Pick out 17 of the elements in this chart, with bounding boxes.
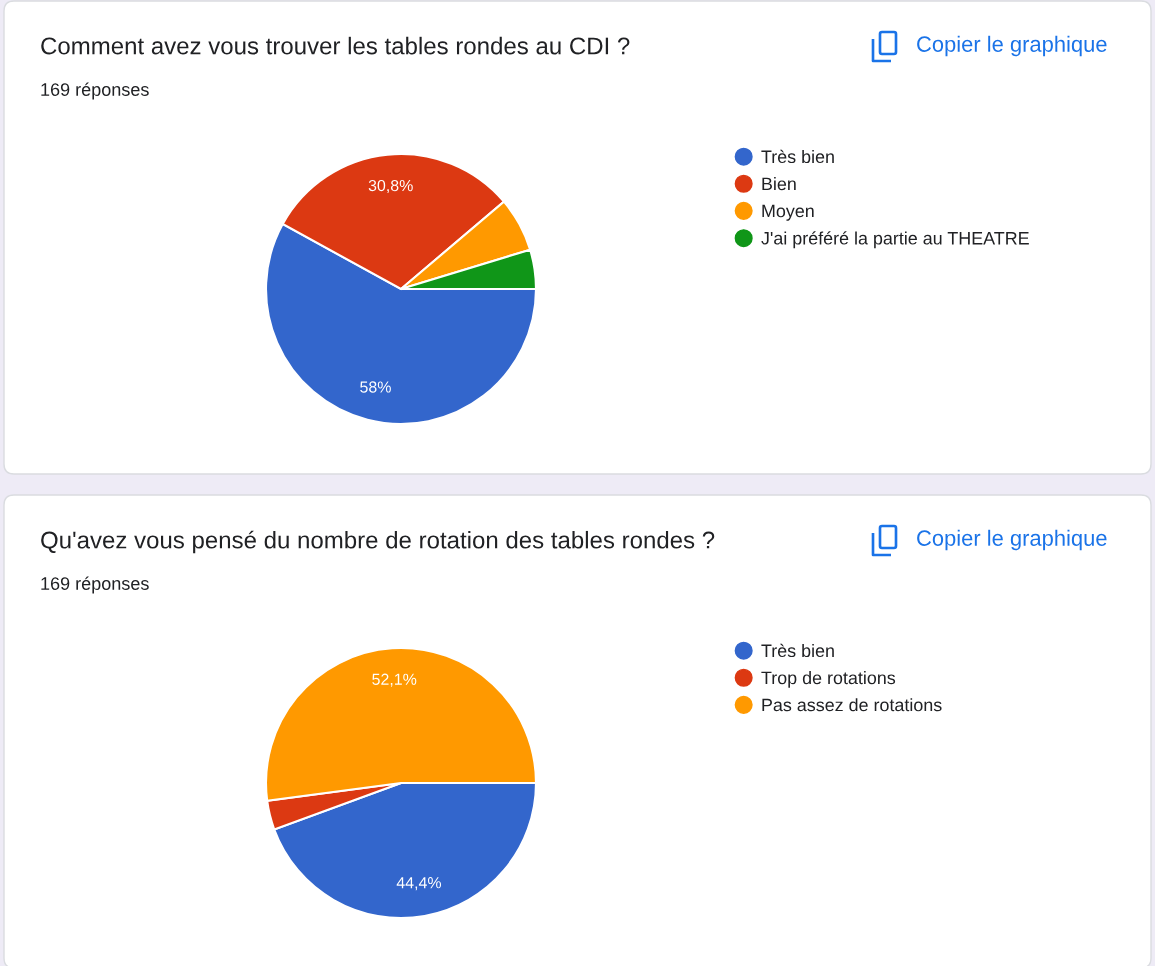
data-label: 52,1% bbox=[372, 673, 417, 687]
legend-label: J'ai préféré la partie au THEATRE bbox=[761, 231, 1029, 249]
data-label: 44,4% bbox=[396, 877, 442, 891]
data-label: 58% bbox=[360, 381, 391, 393]
text: Copier le graphique bbox=[917, 35, 1107, 57]
data-label: 30,8% bbox=[368, 179, 413, 194]
legend-label: Moyen bbox=[762, 204, 814, 221]
legend-label: Pas assez de rotations bbox=[762, 698, 942, 712]
legend-label: Trop de rotations bbox=[761, 671, 896, 688]
legend-label: Très bien bbox=[761, 149, 834, 164]
text: 169 réponses bbox=[41, 576, 149, 594]
text: Copier le graphique bbox=[917, 529, 1107, 551]
chart-title: Qu'avez vous pensé du nombre de rotation des tables rondes ? bbox=[41, 530, 715, 554]
legend-label: Bien bbox=[762, 177, 796, 191]
text: 169 réponses bbox=[41, 82, 149, 100]
chart-title: Comment avez vous trouver les tables rondes au CDI ? bbox=[41, 36, 630, 55]
legend-label: Très bien bbox=[761, 643, 834, 658]
